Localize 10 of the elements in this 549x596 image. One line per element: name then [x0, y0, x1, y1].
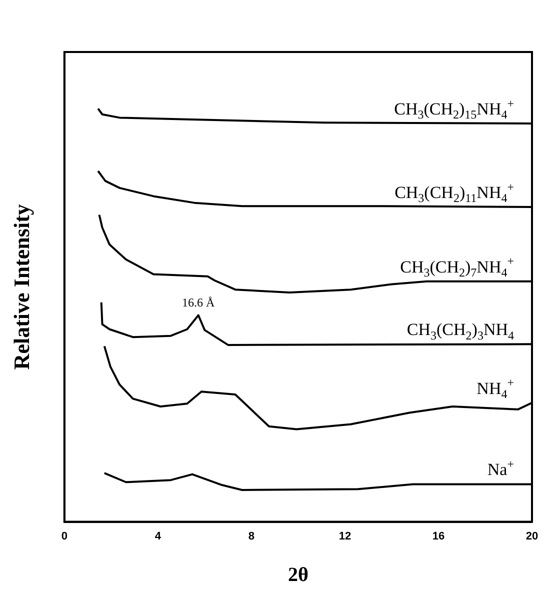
x-axis-title: 2θ [288, 564, 308, 586]
x-tick-label: 4 [154, 530, 162, 542]
x-tick-label: 16 [432, 530, 445, 542]
x-tick-label: 8 [248, 530, 255, 542]
series-label: Na+ [487, 457, 514, 480]
x-tick-label: 0 [61, 530, 68, 542]
x-tick-label: 12 [338, 530, 352, 542]
x-tick-label: 20 [526, 530, 538, 542]
y-axis-title: Relative Intensity [8, 204, 34, 370]
annotation: 16.6 Å [182, 295, 216, 310]
